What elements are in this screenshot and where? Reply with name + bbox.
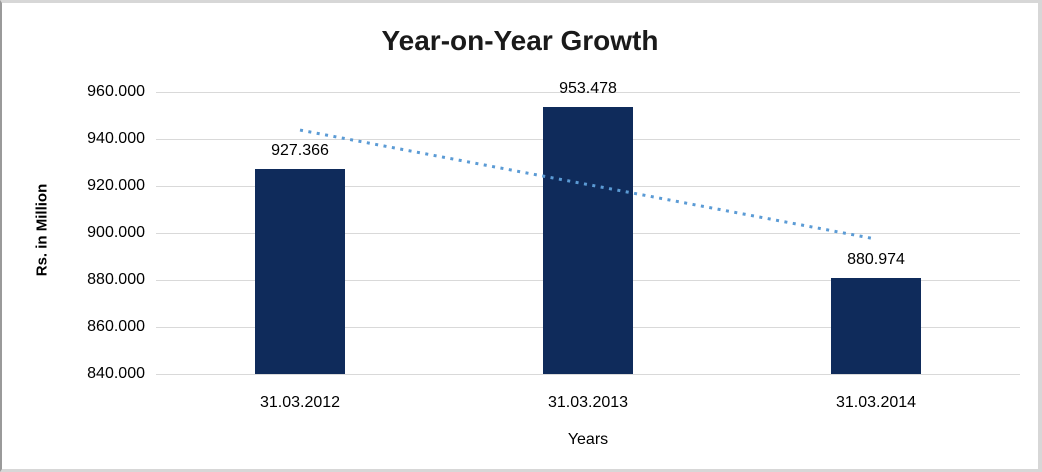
bar (543, 107, 633, 374)
trendline (299, 128, 877, 241)
y-tick-label: 860.000 (87, 318, 145, 335)
gridline (156, 91, 1020, 93)
x-tick-label: 31.03.2013 (547, 394, 629, 411)
bar-value-label: 927.366 (271, 141, 329, 159)
x-tick-label: 31.03.2012 (259, 394, 341, 411)
y-tick-label: 900.000 (87, 224, 145, 241)
chart-title: Year-on-Year Growth (381, 25, 659, 56)
bar (831, 277, 921, 374)
y-tick-label: 920.000 (87, 177, 145, 194)
x-axis-title: Years (567, 431, 609, 448)
bar-value-label: 880.974 (847, 250, 905, 268)
bar-value-label: 953.478 (559, 80, 617, 98)
gridline (156, 373, 1020, 375)
bar (255, 168, 345, 374)
y-tick-label: 880.000 (87, 271, 145, 288)
y-tick-label: 960.000 (87, 83, 145, 100)
x-tick-label: 31.03.2014 (835, 394, 917, 411)
y-tick-label: 840.000 (87, 365, 145, 382)
y-tick-label: 940.000 (87, 130, 145, 147)
y-axis-title: Rs. in Million (33, 183, 51, 277)
